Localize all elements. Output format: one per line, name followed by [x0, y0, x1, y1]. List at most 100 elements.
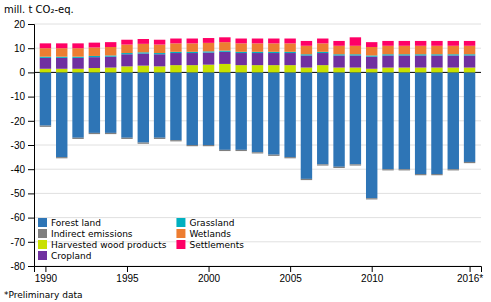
legend-label: Grassland	[189, 218, 234, 228]
tick: 10	[14, 43, 34, 54]
bar	[219, 72, 230, 149]
tick-mark	[28, 48, 34, 49]
bar	[56, 157, 67, 158]
bar	[399, 46, 410, 54]
bar	[284, 52, 295, 53]
bar	[203, 72, 214, 145]
bar	[268, 53, 279, 65]
legend-swatch	[38, 251, 47, 260]
tick-label: 1995	[116, 273, 139, 284]
bar	[170, 53, 181, 65]
tick-mark	[127, 266, 128, 272]
bar	[399, 54, 410, 55]
tick-mark	[28, 266, 34, 267]
bar	[105, 47, 116, 55]
bar	[89, 43, 100, 48]
bar	[268, 65, 279, 72]
bar	[333, 72, 344, 166]
bar	[121, 53, 132, 54]
bar	[121, 54, 132, 66]
bar	[72, 58, 83, 69]
tick: 1990	[35, 266, 58, 284]
bar	[187, 39, 198, 44]
bar	[252, 39, 263, 44]
bar	[431, 41, 442, 46]
bar	[56, 72, 67, 157]
bar	[170, 39, 181, 44]
tick-mark	[28, 72, 34, 73]
bar	[333, 46, 344, 54]
bar	[301, 179, 312, 180]
legend-item: Cropland	[38, 251, 91, 261]
legend-swatch	[38, 218, 47, 227]
bar	[415, 68, 426, 73]
bar	[219, 150, 230, 151]
bar	[56, 48, 67, 56]
bar	[448, 41, 459, 46]
bar	[138, 72, 149, 142]
bar	[333, 167, 344, 168]
bar	[187, 53, 198, 65]
axis-line	[28, 25, 35, 267]
bar	[415, 41, 426, 46]
bar	[448, 54, 459, 55]
bar	[187, 145, 198, 146]
bar	[219, 51, 230, 52]
bar	[350, 164, 361, 165]
legend-item: Settlements	[176, 240, 244, 250]
bar	[105, 72, 116, 132]
bar	[431, 68, 442, 73]
bar	[187, 43, 198, 51]
bar	[72, 43, 83, 48]
bar	[121, 66, 132, 72]
bar	[154, 40, 165, 45]
bar	[317, 53, 328, 65]
bar	[366, 55, 377, 56]
y-label: mill. t CO₂-eq.	[4, 4, 74, 15]
bar	[382, 54, 393, 55]
bar	[350, 54, 361, 55]
bar	[448, 46, 459, 54]
bar	[431, 46, 442, 54]
bar	[170, 43, 181, 51]
tick-label: 2005	[280, 273, 303, 284]
bar	[268, 72, 279, 154]
bar	[235, 72, 246, 149]
bar	[415, 174, 426, 175]
legend-item: Wetlands	[176, 229, 231, 239]
tick: -80	[11, 261, 34, 272]
bar	[301, 46, 312, 54]
bar	[154, 54, 165, 66]
bar	[464, 162, 475, 163]
bar	[399, 41, 410, 46]
tick-label: -50	[11, 188, 26, 199]
tick-label: 0	[19, 67, 25, 78]
bar	[415, 46, 426, 54]
bar	[415, 54, 426, 55]
chart: -80-70-60-50-40-30-20-100102019901995200…	[0, 0, 491, 302]
bar	[89, 56, 100, 57]
bar	[464, 72, 475, 162]
bar	[138, 143, 149, 144]
grid-line	[34, 169, 481, 170]
legend-item: Grassland	[176, 218, 234, 228]
bar	[399, 68, 410, 73]
bar	[203, 145, 214, 146]
bar	[72, 138, 83, 139]
bar	[89, 57, 100, 68]
bar	[366, 42, 377, 47]
tick-mark	[28, 24, 34, 25]
tick: -20	[11, 116, 34, 127]
bar	[268, 52, 279, 53]
bar	[219, 42, 230, 50]
series	[40, 37, 476, 48]
tick-mark	[28, 193, 34, 194]
bar	[170, 52, 181, 53]
bar	[350, 37, 361, 45]
bar	[235, 52, 246, 53]
legend-label: Indirect emissions	[51, 229, 133, 239]
bar	[284, 53, 295, 65]
bar	[464, 41, 475, 46]
bar	[252, 152, 263, 153]
bar	[105, 55, 116, 56]
